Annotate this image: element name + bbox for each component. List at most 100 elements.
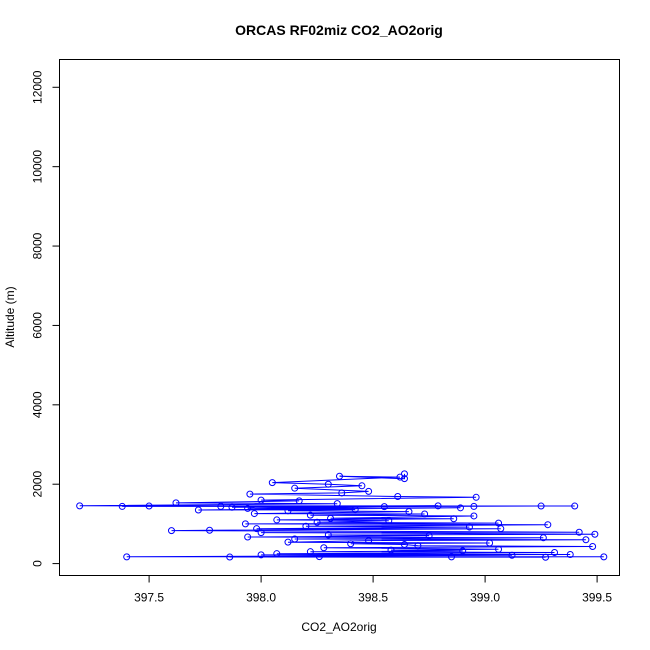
series-line <box>79 473 604 558</box>
data-point <box>246 490 254 498</box>
data-point <box>351 506 359 514</box>
data-point <box>600 553 608 561</box>
y-tick-label: 8000 <box>31 232 45 259</box>
data-point <box>324 531 332 539</box>
data-point <box>257 529 265 537</box>
data-point <box>472 493 480 501</box>
data-point <box>291 484 299 492</box>
data-point <box>76 502 84 510</box>
y-tick-label: 10000 <box>31 150 45 184</box>
data-point <box>168 527 175 535</box>
y-axis: 0 2000 4000 6000 8000 10000 12000 <box>31 70 60 567</box>
data-point <box>257 496 265 504</box>
data-point <box>118 502 126 510</box>
x-tick-label: 397.5 <box>134 591 164 605</box>
data-point <box>291 535 299 543</box>
data-point <box>486 539 494 547</box>
data-point <box>324 480 332 488</box>
data-point <box>551 548 559 556</box>
x-tick-label: 398.5 <box>358 591 388 605</box>
data-point <box>295 497 303 505</box>
data-point <box>253 525 261 533</box>
data-point <box>456 504 464 512</box>
y-axis-label: Altitude (m) <box>3 286 17 347</box>
data-point <box>338 489 346 497</box>
data-point <box>396 473 404 481</box>
data-point <box>591 530 599 538</box>
data-point <box>544 521 552 529</box>
data-point <box>194 506 202 514</box>
data-point <box>575 528 583 536</box>
data-point <box>284 538 292 546</box>
data-point <box>365 537 373 545</box>
data-point <box>571 502 579 510</box>
y-tick-label: 6000 <box>31 312 45 339</box>
data-point <box>394 493 402 501</box>
data-point <box>327 514 335 522</box>
data-point <box>273 550 281 558</box>
data-point <box>450 515 458 523</box>
data-point <box>336 472 343 480</box>
data-point <box>347 540 355 548</box>
data-point <box>123 553 131 561</box>
data-point <box>257 551 265 559</box>
data-point <box>273 516 281 524</box>
data-point <box>537 502 545 510</box>
data-point <box>405 508 413 516</box>
data-point <box>315 553 323 561</box>
data-point <box>470 512 478 520</box>
data-point <box>497 525 505 533</box>
data-point <box>421 510 429 518</box>
data-point <box>320 544 328 552</box>
data-point <box>145 502 153 510</box>
data-point <box>400 470 408 478</box>
data-point <box>465 523 473 531</box>
data-point <box>385 517 393 525</box>
plot-frame <box>59 59 620 576</box>
data-point <box>268 479 276 487</box>
y-tick-label: 12000 <box>31 70 45 104</box>
data-point <box>539 534 547 542</box>
x-axis-label: CO2_AO2orig <box>301 620 376 634</box>
data-point <box>228 503 236 511</box>
data-point <box>508 551 516 559</box>
data-point <box>400 475 408 483</box>
data-point <box>542 553 550 561</box>
data-point <box>302 522 310 530</box>
x-axis: 397.5 398.0 398.5 399.0 399.5 <box>134 575 612 605</box>
data-point <box>284 507 292 515</box>
data-point <box>241 520 249 528</box>
data-point <box>495 545 503 553</box>
data-point <box>434 502 442 510</box>
data-point <box>400 541 408 549</box>
chart-title: ORCAS RF02miz CO2_AO2orig <box>235 22 443 38</box>
y-tick-label: 2000 <box>31 471 45 498</box>
x-tick-label: 398.0 <box>246 591 276 605</box>
y-tick-label: 4000 <box>31 391 45 418</box>
data-point <box>582 536 590 544</box>
data-point <box>172 499 180 507</box>
data-point <box>306 548 314 556</box>
data-point <box>589 543 597 551</box>
data-point <box>425 532 433 540</box>
data-point <box>333 500 341 508</box>
data-point <box>250 510 258 518</box>
data-point <box>306 511 314 519</box>
data-series <box>76 470 608 561</box>
data-point <box>244 504 252 512</box>
data-point <box>414 542 422 550</box>
y-tick-label: 0 <box>31 560 45 567</box>
data-point <box>459 547 467 555</box>
data-point <box>244 533 252 541</box>
data-point <box>380 503 388 511</box>
data-point <box>387 546 395 554</box>
data-point <box>448 553 455 561</box>
data-point <box>313 518 321 526</box>
data-point <box>365 487 373 495</box>
x-tick-label: 399.0 <box>470 591 500 605</box>
data-point <box>217 502 225 510</box>
data-point <box>358 482 366 490</box>
data-point <box>470 502 478 510</box>
data-point <box>566 550 574 558</box>
